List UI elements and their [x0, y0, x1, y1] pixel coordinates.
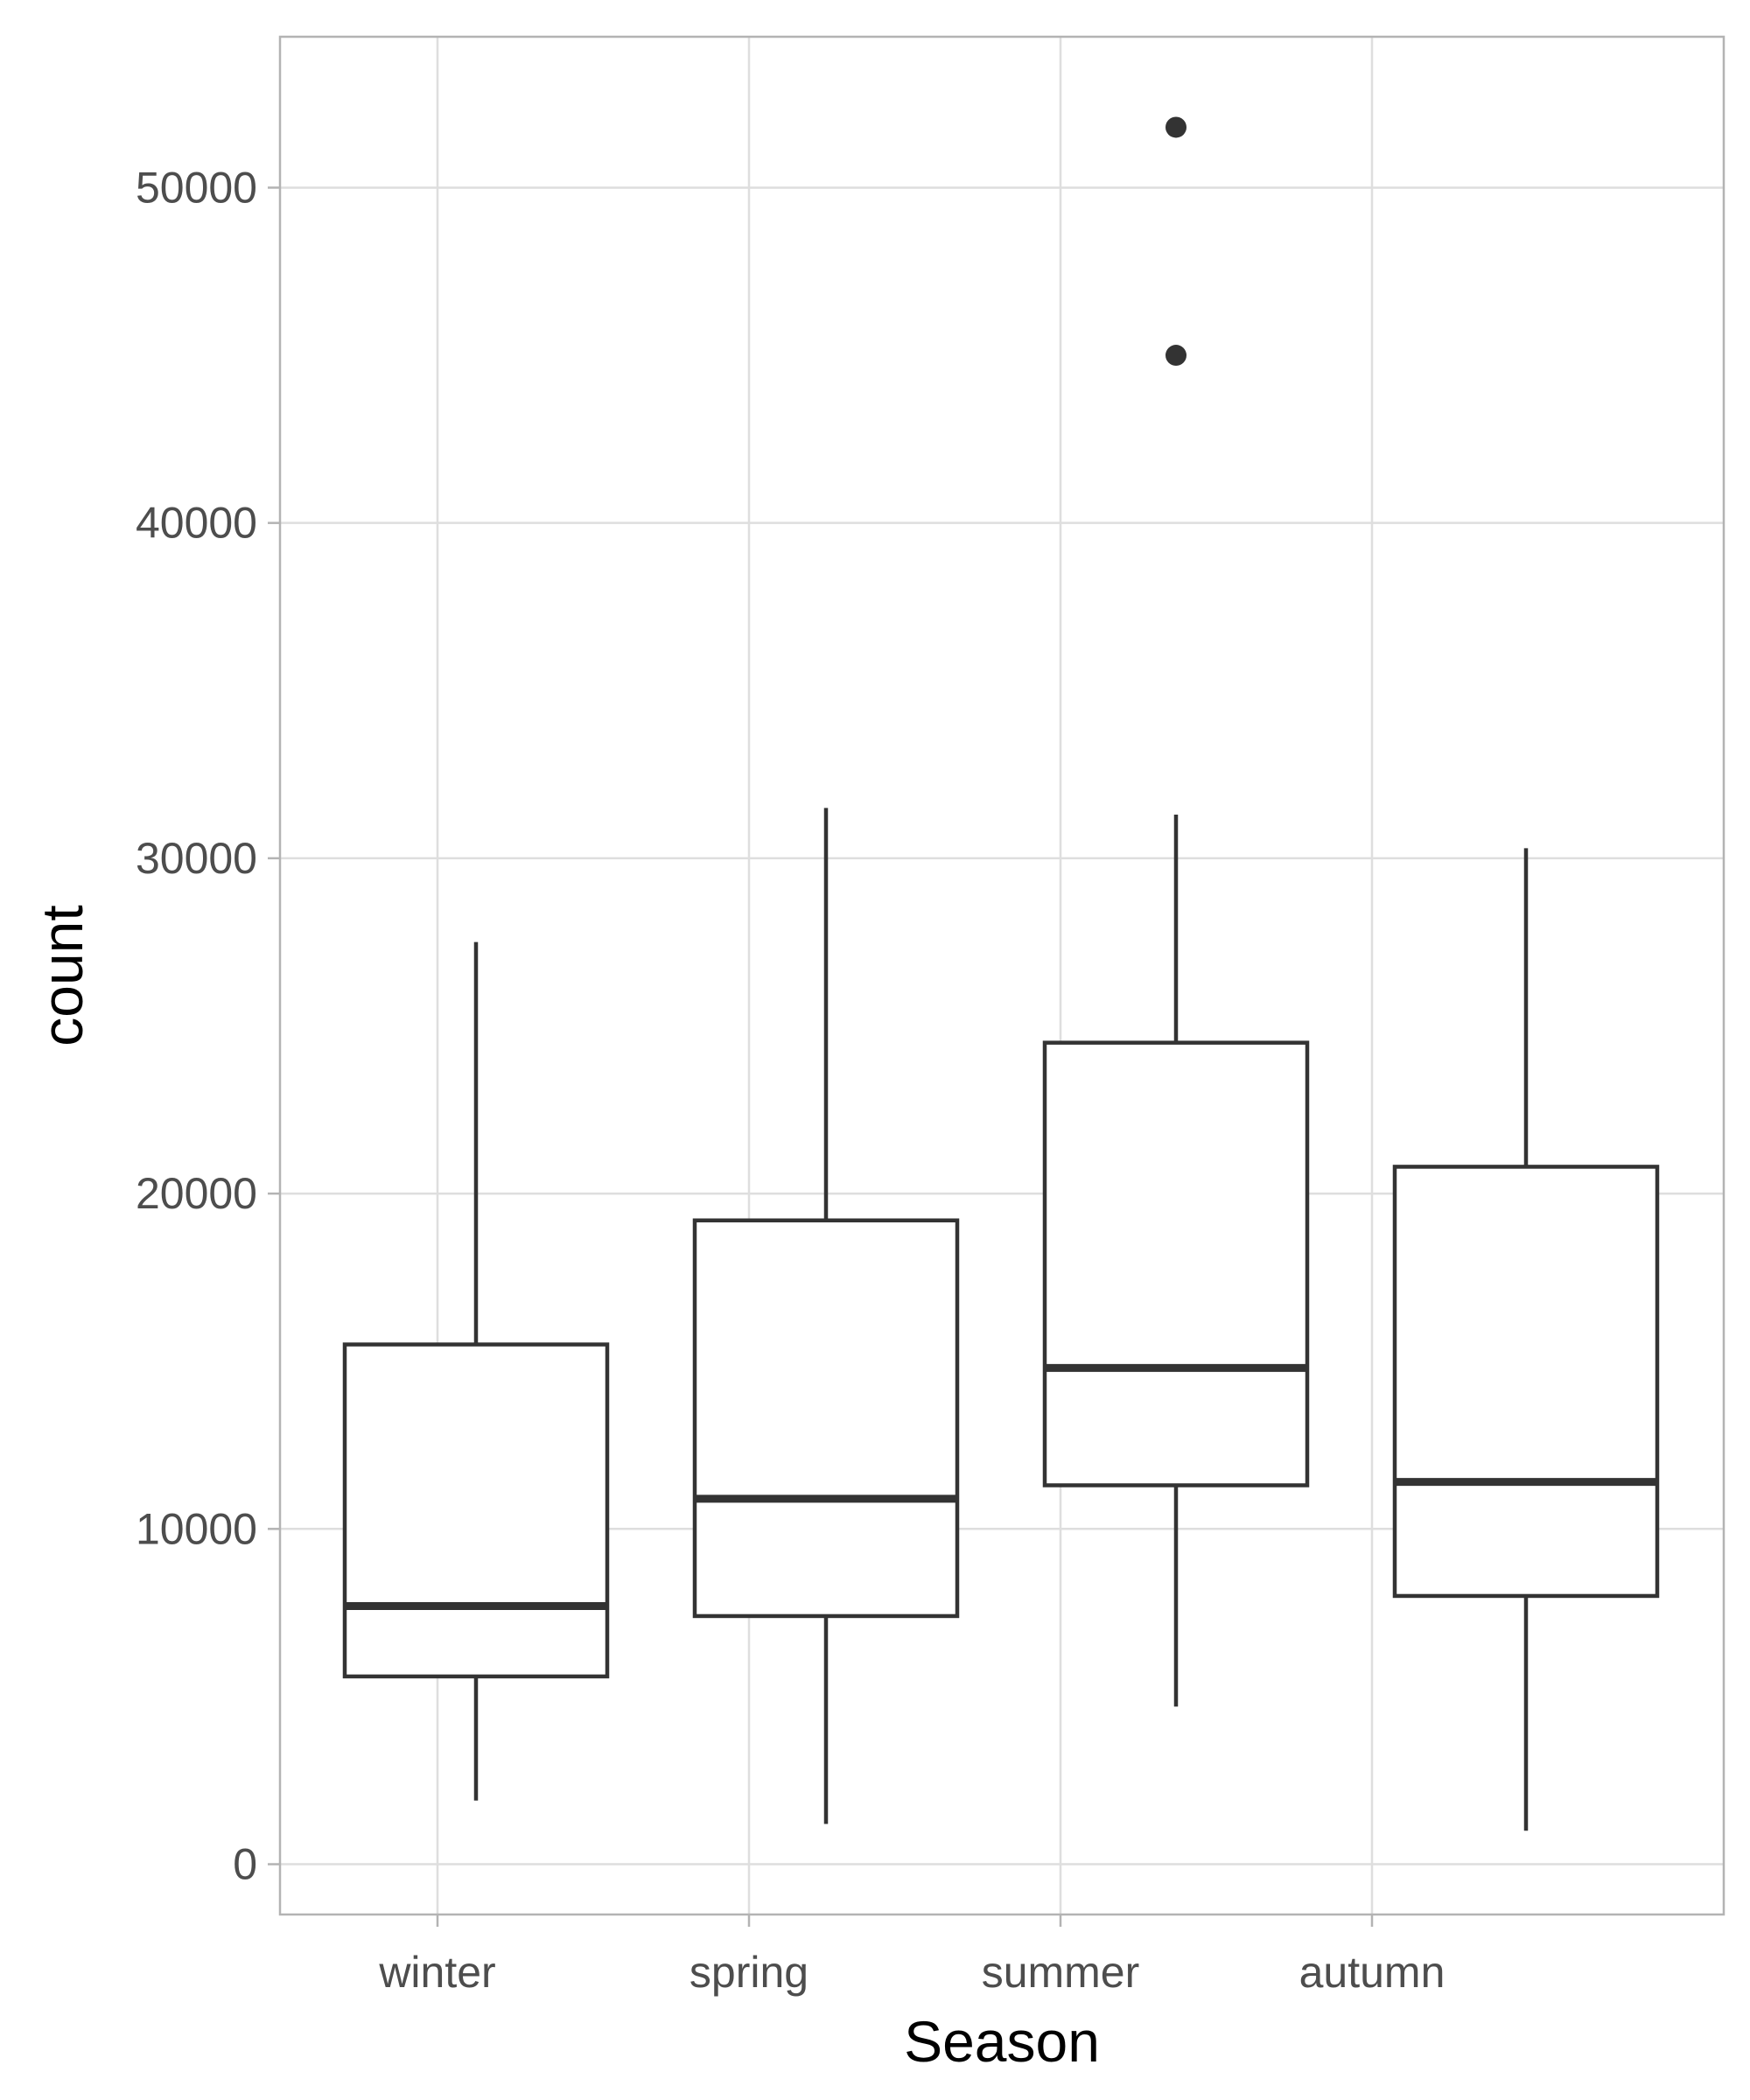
box-winter — [342, 942, 610, 1801]
iqr-box — [1392, 1165, 1660, 1599]
y-tick-label: 30000 — [136, 834, 257, 883]
panel-border — [278, 35, 1726, 1916]
y-tick-label: 20000 — [136, 1169, 257, 1218]
x-axis-title: Season — [904, 2009, 1100, 2074]
iqr-box — [1042, 1040, 1310, 1488]
box-series — [342, 116, 1660, 1831]
y-tick-label: 10000 — [136, 1504, 257, 1553]
x-tick-label-autumn: autumn — [1299, 1948, 1446, 1997]
x-tick-label-spring: spring — [690, 1948, 808, 1997]
outlier-point — [1166, 116, 1186, 138]
box-summer — [1042, 116, 1310, 1707]
iqr-box — [342, 1342, 610, 1679]
box-spring — [692, 808, 960, 1824]
x-tick-label-winter: winter — [378, 1948, 495, 1997]
iqr-box — [692, 1218, 960, 1619]
y-tick-label: 50000 — [136, 163, 257, 212]
y-axis-title: count — [30, 905, 94, 1046]
y-tick-label: 0 — [233, 1840, 257, 1889]
outlier-point — [1166, 345, 1186, 367]
axis-ticks: 0 10000 20000 30000 40000 50000 winter spring su… — [136, 163, 1445, 1997]
box-autumn — [1392, 848, 1660, 1831]
x-tick-label-summer: summer — [982, 1948, 1140, 1997]
y-tick-label: 40000 — [136, 499, 257, 548]
